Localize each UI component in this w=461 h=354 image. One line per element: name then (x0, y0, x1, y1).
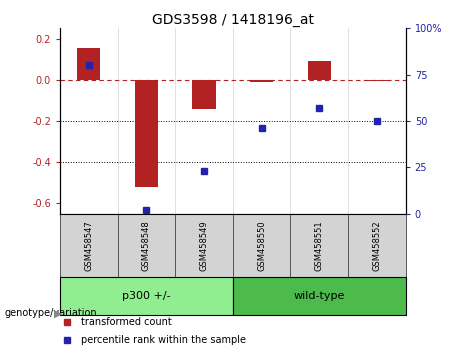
Text: GSM458547: GSM458547 (84, 220, 93, 271)
Bar (77, 48, 100, 80)
Bar (308, 61, 331, 80)
Bar (233, 278, 406, 315)
Bar (290, 214, 348, 278)
Text: wild-type: wild-type (294, 291, 345, 301)
Text: transformed count: transformed count (81, 317, 171, 327)
Text: GSM458550: GSM458550 (257, 220, 266, 271)
Title: GDS3598 / 1418196_at: GDS3598 / 1418196_at (152, 13, 314, 27)
Text: ▶: ▶ (54, 308, 63, 318)
Bar (193, 80, 216, 109)
Bar (233, 214, 290, 278)
Bar (348, 214, 406, 278)
Text: GSM458552: GSM458552 (372, 220, 381, 271)
Bar (60, 278, 233, 315)
Bar (175, 214, 233, 278)
Text: GSM458551: GSM458551 (315, 220, 324, 271)
Text: GSM458548: GSM458548 (142, 220, 151, 271)
Text: percentile rank within the sample: percentile rank within the sample (81, 335, 246, 345)
Bar (118, 214, 175, 278)
Text: genotype/variation: genotype/variation (5, 308, 97, 318)
Bar (365, 80, 388, 81)
Text: p300 +/-: p300 +/- (122, 291, 171, 301)
Text: GSM458549: GSM458549 (200, 220, 208, 271)
Bar (135, 80, 158, 187)
Bar (250, 80, 273, 82)
Bar (60, 214, 118, 278)
